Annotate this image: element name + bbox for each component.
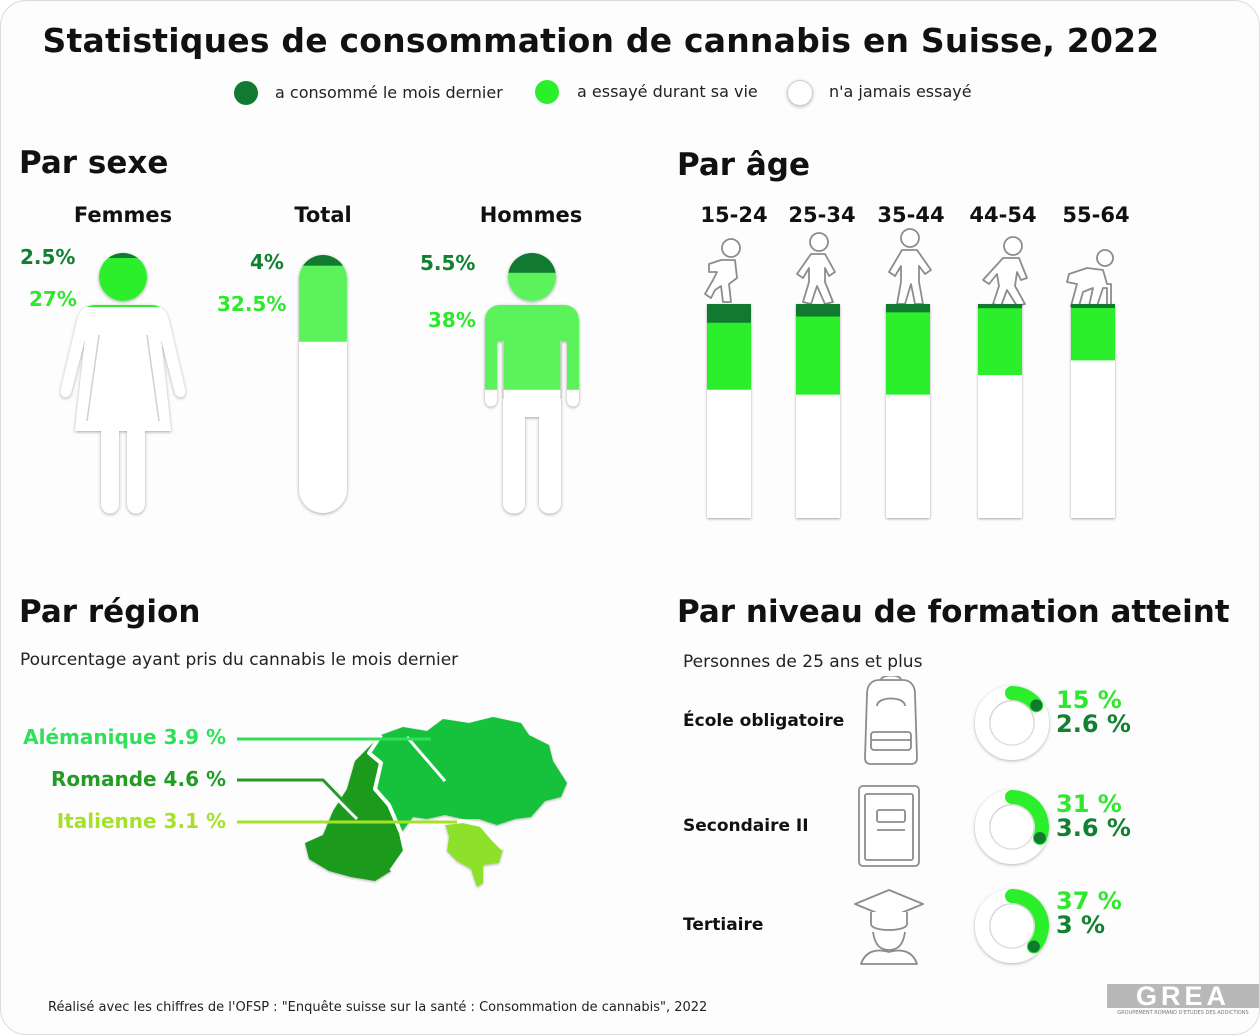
edu-icons [854, 676, 924, 965]
sexe-figures [60, 253, 579, 514]
age-label-35-44: 35-44 [877, 203, 945, 227]
age-life-fill-35-44 [886, 304, 930, 395]
graduate-icon [854, 889, 924, 965]
legend-dot-month [234, 81, 258, 105]
age-label-15-24: 15-24 [700, 203, 768, 227]
sexe-label-femmes: Femmes [73, 203, 173, 227]
age-month-fill-55-64 [1071, 304, 1115, 308]
hommes-life-pct: 38% [428, 308, 476, 332]
edu-label-tertiaire: Tertiaire [683, 915, 764, 935]
backpack-icon [864, 676, 918, 765]
edu-month-tertiaire: 3 % [1056, 911, 1106, 939]
edu-label-secondaire: Secondaire II [683, 816, 809, 836]
femmes-life-fill [60, 253, 186, 307]
leader-line-romande [237, 778, 355, 813]
edu-life-secondaire: 31 % [1056, 790, 1122, 818]
age-month-fill-25-34 [796, 304, 840, 317]
person-55-64-icon [1066, 249, 1114, 307]
grea-logo: GREA GROUPEMENT ROMAND D'ETUDES DES ADDI… [1107, 981, 1259, 1018]
legend-dot-life [535, 80, 559, 104]
edu-donuts [975, 686, 1049, 963]
swiss-map [237, 717, 567, 887]
source-footer: Réalisé avec les chiffres de l'OFSP : "E… [48, 1000, 708, 1015]
region-label-romande: Romande 4.6 % [51, 767, 226, 791]
hommes-life-fill [485, 253, 579, 390]
femmes-month-pct: 2.5% [20, 245, 76, 269]
grea-logo-tagline: GROUPEMENT ROMAND D'ETUDES DES ADDICTION… [1117, 1010, 1249, 1016]
region-subtitle: Pourcentage ayant pris du cannabis le mo… [20, 650, 459, 670]
donut-life-arc-1 [1005, 790, 1049, 846]
age-label-55-64: 55-64 [1062, 203, 1130, 227]
person-35-44-icon [888, 228, 932, 305]
hommes-month-pct: 5.5% [420, 251, 476, 275]
section-heading-sexe: Par sexe [19, 145, 169, 181]
total-month-fill [299, 255, 347, 266]
region-label-alemanique: Alémanique 3.9 % [23, 725, 226, 749]
person-15-24-icon [704, 238, 741, 303]
hommes-month-fill [485, 253, 579, 273]
map-alemanique [369, 717, 567, 833]
person-25-34-icon [796, 232, 836, 305]
age-label-44-54: 44-54 [969, 203, 1037, 227]
sexe-label-total: Total [294, 203, 352, 227]
legend-label-life: a essayé durant sa vie [577, 82, 758, 101]
age-life-fill-44-54 [978, 304, 1022, 376]
age-label-25-34: 25-34 [788, 203, 856, 227]
donut-month-marker-2 [1027, 940, 1040, 953]
book-icon [858, 785, 920, 867]
edu-month-secondaire: 3.6 % [1056, 814, 1131, 842]
region-label-italienne: Italienne 3.1 % [56, 809, 226, 833]
edu-life-tertiaire: 37 % [1056, 887, 1122, 915]
formation-subtitle: Personnes de 25 ans et plus [683, 652, 923, 672]
age-month-fill-44-54 [978, 304, 1022, 309]
total-life-pct: 32.5% [217, 292, 287, 316]
legend-label-never: n'a jamais essayé [829, 82, 972, 101]
donut-life-arc-2 [1005, 889, 1049, 954]
total-month-pct: 4% [250, 250, 284, 274]
page-title: Statistiques de consommation de cannabis… [42, 21, 1160, 60]
age-life-fill-55-64 [1071, 304, 1115, 361]
femmes-month-fill [60, 253, 186, 258]
femmes-life-pct: 27% [29, 287, 77, 311]
section-heading-formation: Par niveau de formation atteint [677, 594, 1230, 630]
donut-inner-0 [989, 700, 1035, 746]
donut-month-marker-0 [1030, 699, 1043, 712]
total-life-fill [299, 255, 347, 342]
legend-label-month: a consommé le mois dernier [275, 83, 503, 102]
section-heading-age: Par âge [677, 147, 811, 183]
age-month-fill-35-44 [886, 304, 930, 313]
grea-logo-name: GREA [1135, 981, 1230, 1011]
edu-month-ecole: 2.6 % [1056, 710, 1131, 738]
legend-dot-never [787, 80, 813, 106]
map-romande [305, 735, 405, 881]
donut-inner-2 [989, 903, 1035, 949]
map-italienne [445, 821, 503, 887]
age-life-fill-25-34 [796, 304, 840, 395]
sexe-label-hommes: Hommes [479, 203, 583, 227]
donut-month-marker-1 [1033, 832, 1046, 845]
section-heading-region: Par région [19, 594, 201, 630]
edu-label-ecole: École obligatoire [683, 711, 845, 731]
donut-inner-1 [989, 804, 1035, 850]
person-44-54-icon [982, 236, 1028, 307]
age-chart [704, 228, 1115, 518]
edu-life-ecole: 15 % [1056, 686, 1122, 714]
age-month-fill-15-24 [707, 304, 751, 323]
